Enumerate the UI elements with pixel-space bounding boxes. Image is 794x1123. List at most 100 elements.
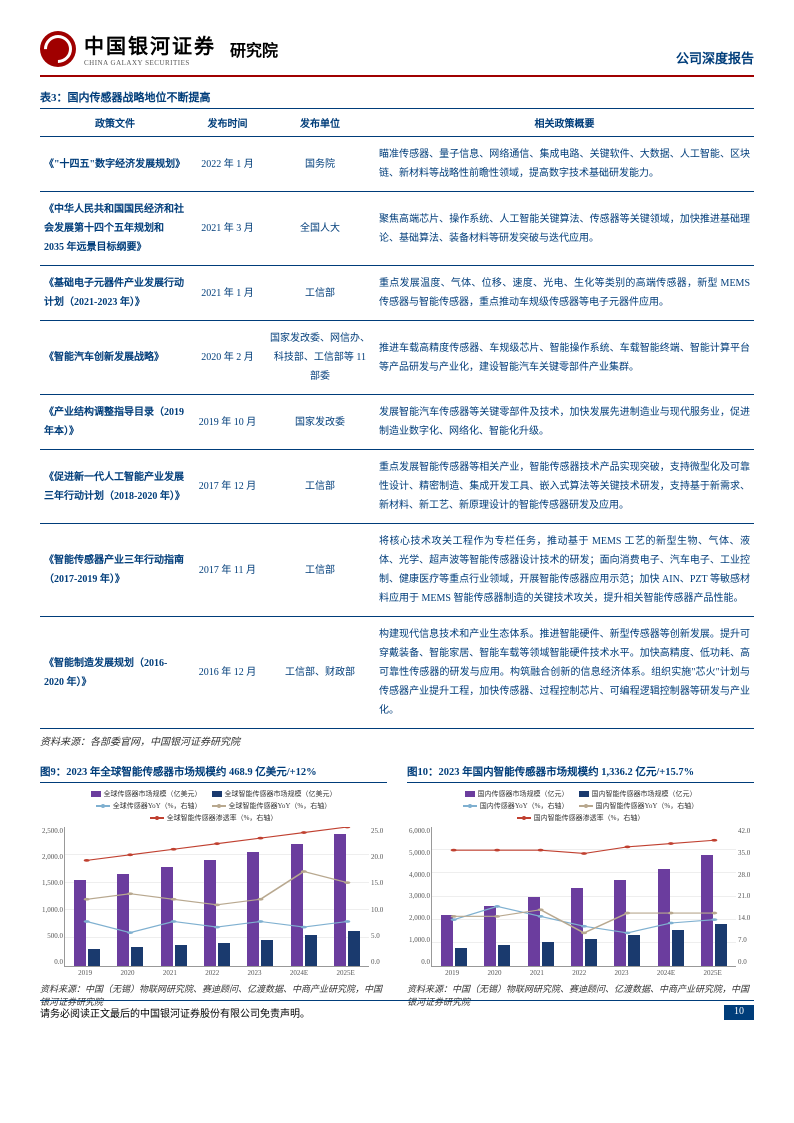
policy-doc: 《中华人民共和国国民经济和社会发展第十四个五年规划和 2035 年远景目标纲要》 (40, 192, 190, 266)
axis-tick: 7.0 (738, 936, 756, 944)
axis-tick: 2020 (488, 969, 502, 977)
bar-series-2 (218, 943, 230, 966)
axis-tick: 2024E (290, 969, 308, 977)
bar-group (161, 827, 187, 966)
axis-tick: 0.0 (408, 958, 430, 966)
policy-date: 2017 年 12 月 (190, 450, 265, 524)
legend-label: 国内智能传感器市场规模（亿元） (592, 789, 697, 799)
legend-marker (212, 805, 226, 807)
legend-item: 国内传感器YoY（%，右轴） (463, 801, 569, 811)
policy-doc: 《智能制造发展规划（2016-2020 年）》 (40, 617, 190, 729)
policy-summary: 重点发展智能传感器等相关产业，智能传感器技术产品实现突破，支持微型化及可靠性设计… (375, 450, 754, 524)
axis-tick: 21.0 (738, 892, 756, 900)
axis-tick: 2,500.0 (41, 827, 63, 835)
chart-10-title: 图10：2023 年国内智能传感器市场规模约 1,336.2 亿元/+15.7% (407, 764, 754, 783)
axis-tick: 0.0 (41, 958, 63, 966)
policy-doc: 《智能汽车创新发展战略》 (40, 321, 190, 395)
logo-suffix: 研究院 (230, 37, 278, 61)
bar-series-2 (261, 940, 273, 966)
axis-tick: 2021 (163, 969, 177, 977)
table-source: 资料来源：各部委官网，中国银河证券研究院 (40, 733, 754, 748)
bar-series-1 (484, 906, 496, 966)
bar-group (117, 827, 143, 966)
bar-series-2 (585, 939, 597, 966)
bar-group (571, 827, 597, 966)
bar-series-1 (247, 852, 259, 966)
policy-doc: 《智能传感器产业三年行动指南（2017-2019 年）》 (40, 524, 190, 617)
policy-summary: 将核心技术攻关工程作为专栏任务，推动基于 MEMS 工艺的新型生物、气体、液体、… (375, 524, 754, 617)
bar-group (528, 827, 554, 966)
legend-item: 国内智能传感器YoY（%，右轴） (579, 801, 699, 811)
policy-date: 2020 年 2 月 (190, 321, 265, 395)
policy-date: 2017 年 11 月 (190, 524, 265, 617)
policy-org: 工信部 (265, 266, 375, 321)
table-row: 《基础电子元器件产业发展行动计划（2021-2023 年）》2021 年 1 月… (40, 266, 754, 321)
bar-group (658, 827, 684, 966)
axis-tick: 14.0 (738, 914, 756, 922)
axis-tick: 2020 (121, 969, 135, 977)
chart-9: 图9：2023 年全球智能传感器市场规模约 468.9 亿美元/+12% 全球传… (40, 764, 387, 1008)
bar-series-2 (498, 945, 510, 966)
policy-org: 工信部、财政部 (265, 617, 375, 729)
legend-label: 全球智能传感器渗透率（%，右轴） (167, 813, 278, 823)
legend-item: 全球传感器市场规模（亿美元） (91, 789, 202, 799)
bar-series-1 (701, 855, 713, 966)
policy-summary: 推进车载高精度传感器、车规级芯片、智能操作系统、车载智能终端、智能计算平台等产品… (375, 321, 754, 395)
bar-group (291, 827, 317, 966)
table-row: 《中华人民共和国国民经济和社会发展第十四个五年规划和 2035 年远景目标纲要》… (40, 192, 754, 266)
policy-org: 工信部 (265, 450, 375, 524)
bar-series-2 (131, 947, 143, 966)
bar-series-2 (628, 935, 640, 966)
policy-summary: 瞄准传感器、量子信息、网络通信、集成电路、关键软件、大数据、人工智能、区块链、新… (375, 137, 754, 192)
axis-tick: 0.0 (738, 958, 756, 966)
chart-10-area: 6,000.05,000.04,000.03,000.02,000.01,000… (431, 827, 736, 967)
axis-tick: 25.0 (371, 827, 389, 835)
legend-marker (465, 791, 475, 797)
bar-series-2 (305, 935, 317, 966)
policy-date: 2016 年 12 月 (190, 617, 265, 729)
axis-tick: 28.0 (738, 871, 756, 879)
logo-icon (40, 31, 76, 67)
legend-marker (212, 791, 222, 797)
bar-series-1 (528, 897, 540, 967)
legend-marker (579, 805, 593, 807)
axis-tick: 1,500.0 (41, 879, 63, 887)
axis-tick: 35.0 (738, 849, 756, 857)
table-header: 发布单位 (265, 109, 375, 137)
table-header: 相关政策概要 (375, 109, 754, 137)
legend-item: 全球智能传感器渗透率（%，右轴） (150, 813, 278, 823)
axis-tick: 2024E (657, 969, 675, 977)
table-row: 《促进新一代人工智能产业发展三年行动计划（2018-2020 年）》2017 年… (40, 450, 754, 524)
chart-9-legend: 全球传感器市场规模（亿美元）全球智能传感器市场规模（亿美元）全球传感器YoY（%… (40, 789, 387, 823)
axis-tick: 5,000.0 (408, 849, 430, 857)
legend-marker (96, 805, 110, 807)
policy-date: 2019 年 10 月 (190, 395, 265, 450)
axis-tick: 6,000.0 (408, 827, 430, 835)
bar-series-1 (204, 860, 216, 966)
table-header: 政策文件 (40, 109, 190, 137)
legend-marker (150, 817, 164, 819)
policy-org: 国务院 (265, 137, 375, 192)
axis-tick: 2019 (78, 969, 92, 977)
policy-org: 国家发改委 (265, 395, 375, 450)
axis-tick: 2021 (530, 969, 544, 977)
bar-series-1 (117, 874, 129, 966)
bar-series-2 (348, 931, 360, 966)
policy-doc: 《"十四五"数字经济发展规划》 (40, 137, 190, 192)
bar-series-2 (175, 945, 187, 966)
legend-label: 全球传感器市场规模（亿美元） (104, 789, 202, 799)
bar-group (441, 827, 467, 966)
policy-doc: 《基础电子元器件产业发展行动计划（2021-2023 年）》 (40, 266, 190, 321)
footer: 请务必阅读正文最后的中国银河证券股份有限公司免责声明。 10 (40, 1000, 754, 1020)
axis-tick: 2,000.0 (408, 914, 430, 922)
axis-tick: 5.0 (371, 932, 389, 940)
logo-text-en: CHINA GALAXY SECURITIES (84, 59, 216, 67)
policy-date: 2021 年 3 月 (190, 192, 265, 266)
legend-item: 全球智能传感器YoY（%，右轴） (212, 801, 332, 811)
axis-tick: 42.0 (738, 827, 756, 835)
legend-label: 国内智能传感器渗透率（%，右轴） (534, 813, 645, 823)
axis-tick: 1,000.0 (41, 906, 63, 914)
legend-marker (517, 817, 531, 819)
bar-series-1 (658, 869, 670, 966)
table-row: 《智能制造发展规划（2016-2020 年）》2016 年 12 月工信部、财政… (40, 617, 754, 729)
